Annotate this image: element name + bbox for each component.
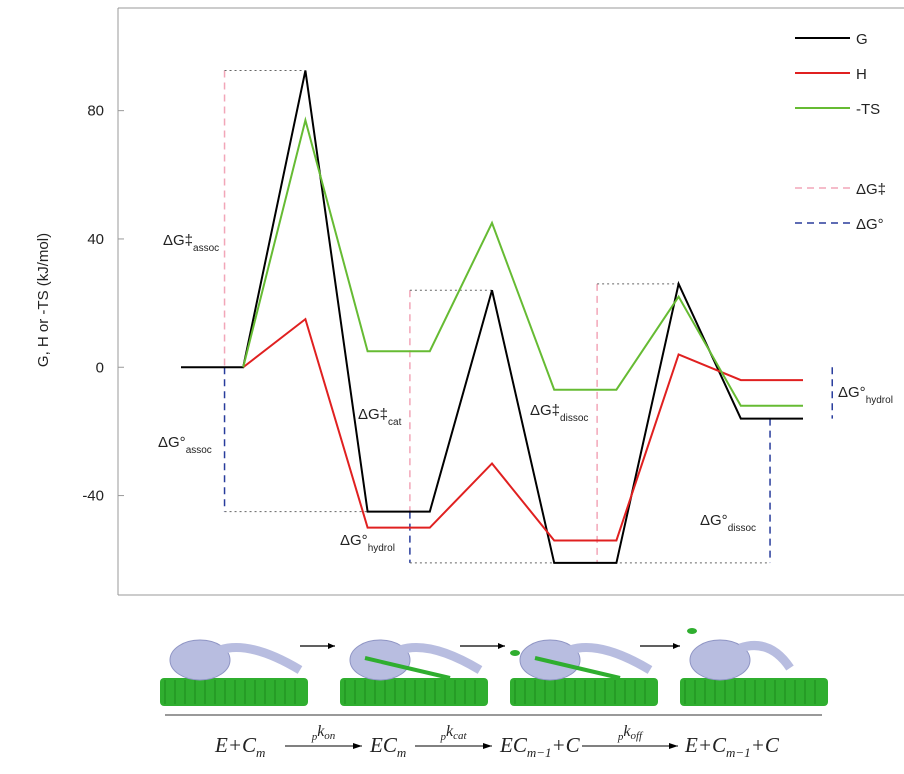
species: ECm [369,733,406,760]
reaction-arrow-head [669,743,678,749]
rate-pre: p [439,731,446,743]
series-line [242,116,803,407]
species-sub: m−1 [726,745,751,760]
rate: pkon [311,723,336,743]
y-tick-label: 0 [96,359,104,376]
legend-label: H [856,66,867,83]
rate-pre: p [617,731,624,743]
rate-sub: cat [453,730,467,742]
annotation-main: ΔG‡ [358,406,388,423]
protein-arm [218,643,303,674]
protein-arm [568,643,653,674]
species-main: E+C [214,733,257,757]
annotation-sub: dissoc [728,523,756,534]
legend-label: ΔG‡ [856,181,886,198]
annotation: ΔG°hydrol [838,384,893,406]
legend-label: ΔG° [856,216,884,233]
filament [680,678,828,706]
annotation-sub: hydrol [866,395,893,406]
protein [169,639,231,681]
annotation: ΔG°assoc [158,434,212,456]
species: E+Cm−1+C [684,733,780,760]
annotation-sub: dissoc [560,413,588,424]
fragment [687,628,697,634]
protein [689,639,751,681]
annotation: ΔG‡assoc [163,232,219,254]
filament [160,678,308,706]
plot-frame [117,7,904,596]
rate: pkcat [439,723,467,743]
cleaved [364,656,451,680]
rate-sub: on [324,730,336,742]
annotation-sub: cat [388,417,402,428]
annotation-sub: assoc [193,243,219,254]
step-arrow-head [328,643,335,649]
annotation: ΔG‡dissoc [530,402,588,424]
filament [340,678,488,706]
protein-arm [398,643,483,674]
rate-sub: off [630,730,644,742]
annotation-main: ΔG‡ [530,402,560,419]
y-tick-label: 80 [87,103,104,120]
legend-label: -TS [856,101,880,118]
species-main: EC [369,733,398,757]
rate-k: k [623,723,631,740]
species-sub: m−1 [527,745,552,760]
species: E+Cm [214,733,265,760]
series-line [242,317,803,542]
annotation-main: ΔG° [700,512,728,529]
filament [510,678,658,706]
species: ECm−1+C [499,733,581,760]
y-tick-label: -40 [82,488,104,505]
annotation: ΔG°dissoc [700,512,756,534]
step-arrow-head [498,643,505,649]
species-main: E+C [684,733,727,757]
rate-pre: p [311,731,318,743]
fragment [510,650,520,656]
annotation: ΔG°hydrol [340,532,395,554]
species-main: +C [751,733,780,757]
step-arrow-head [673,643,680,649]
schematic [160,628,828,706]
cleaved [534,656,621,680]
species-main: +C [552,733,581,757]
species-sub: m [256,745,265,760]
rate: pkoff [617,723,644,743]
annotation-sub: hydrol [368,543,395,554]
protein-arm [738,641,794,671]
annotation-main: ΔG° [158,434,186,451]
species-main: EC [499,733,528,757]
series-line [181,70,803,564]
legend-label: G [856,31,868,48]
y-tick-label: 40 [87,231,104,248]
rate-k: k [446,723,454,740]
annotation-main: ΔG‡ [163,232,193,249]
y-axis-label: G, H or -TS (kJ/mol) [35,233,52,367]
rate-k: k [317,723,325,740]
species-sub: m [397,745,406,760]
annotation-main: ΔG° [838,384,866,401]
annotation-sub: assoc [186,445,212,456]
annotation: ΔG‡cat [358,406,402,428]
reaction-arrow-head [483,743,492,749]
reaction-arrow-head [353,743,362,749]
annotation-main: ΔG° [340,532,368,549]
